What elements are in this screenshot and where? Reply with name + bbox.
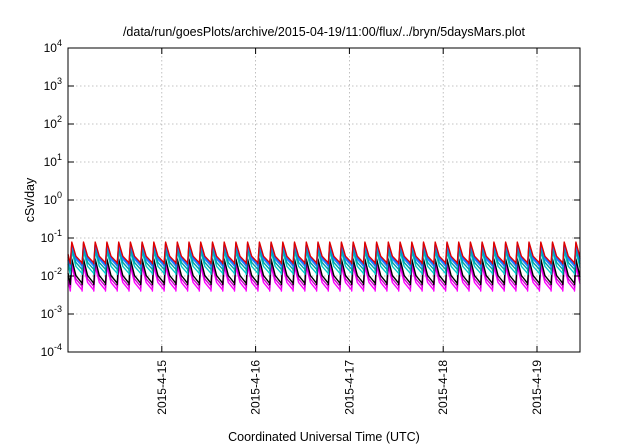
grid (68, 48, 580, 352)
y-tick-label: 10-4 (41, 342, 62, 359)
x-tick-label: 2015-4-15 (155, 360, 169, 415)
x-axis-label: Coordinated Universal Time (UTC) (228, 430, 420, 444)
y-tick-label: 10-1 (41, 228, 62, 245)
ticks (68, 47, 580, 353)
x-tick-labels: 2015-4-15 2015-4-16 2015-4-17 2015-4-18 2015… (155, 360, 544, 415)
y-tick-label: 102 (44, 114, 62, 131)
y-tick-label: 103 (44, 76, 62, 93)
y-tick-label: 100 (44, 190, 62, 207)
x-tick-label: 2015-4-16 (249, 360, 263, 415)
y-tick-labels: 10-4 10-3 10-2 10-1 100 101 102 103 104 (41, 38, 62, 359)
y-tick-label: 101 (44, 152, 62, 169)
x-tick-label: 2015-4-19 (530, 360, 544, 415)
series-line (67, 241, 581, 265)
x-tick-label: 2015-4-17 (342, 360, 356, 415)
y-axis-label: cSv/day (23, 177, 37, 222)
series-group (67, 241, 581, 292)
chart-title: /data/run/goesPlots/archive/2015-04-19/1… (123, 25, 526, 39)
y-tick-label: 10-2 (41, 266, 62, 283)
x-tick-label: 2015-4-18 (436, 360, 450, 415)
y-tick-label: 104 (44, 38, 62, 55)
y-tick-label: 10-3 (41, 304, 62, 321)
